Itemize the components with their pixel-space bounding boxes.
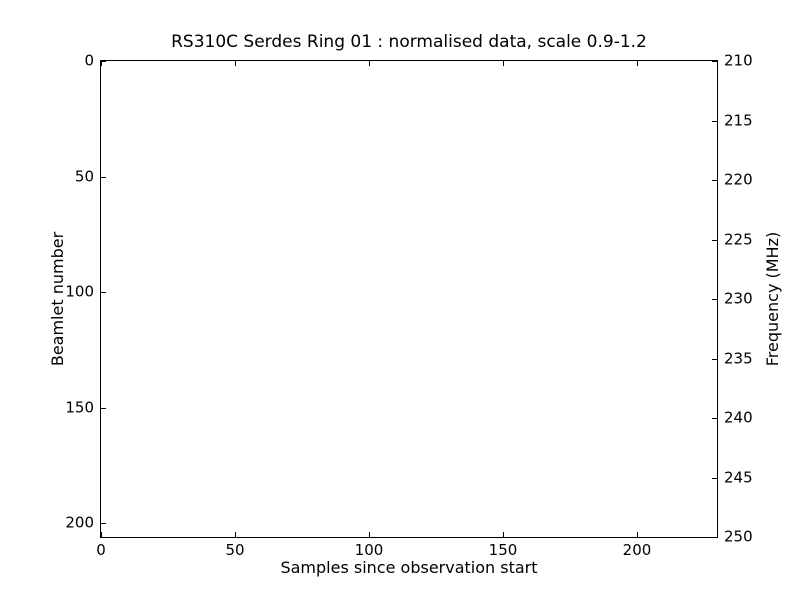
y-right-tick-mark [712,299,717,300]
y-left-tick-mark [101,408,106,409]
y-right-tick-label: 220 [724,170,753,189]
x-tick-mark-top [369,61,370,66]
x-tick-mark [503,532,504,537]
y-right-tick-mark [712,240,717,241]
y-left-tick-label: 0 [84,51,94,70]
y-right-tick-label: 210 [724,51,753,70]
y-right-tick-mark [712,359,717,360]
y-left-tick-mark [101,177,106,178]
y-left-tick-label: 100 [65,282,94,301]
y-axis-label-right: Frequency (MHz) [763,231,782,367]
y-left-tick-label: 50 [74,167,94,186]
y-right-tick-label: 250 [724,527,753,546]
plot-area [100,60,718,538]
x-tick-mark [369,532,370,537]
x-axis-label: Samples since observation start [280,558,538,577]
y-left-tick-mark [101,61,106,62]
x-tick-mark-top [235,61,236,66]
y-left-tick-label: 200 [65,513,94,532]
x-tick-mark-top [503,61,504,66]
x-tick-mark [235,532,236,537]
y-right-tick-label: 230 [724,289,753,308]
y-left-tick-label: 150 [65,398,94,417]
y-right-tick-mark [712,180,717,181]
y-right-tick-mark [712,418,717,419]
y-axis-label-left: Beamlet number [48,231,67,367]
y-right-tick-mark [712,61,717,62]
y-left-tick-mark [101,523,106,524]
x-tick-label: 100 [354,541,384,559]
y-left-tick-mark [101,292,106,293]
x-tick-label: 50 [225,541,245,559]
y-right-tick-mark [712,121,717,122]
x-tick-label: 0 [96,541,106,559]
x-tick-label: 200 [622,541,652,559]
x-tick-mark [101,532,102,537]
y-right-tick-mark [712,537,717,538]
x-tick-mark-top [101,61,102,66]
y-right-tick-label: 235 [724,349,753,368]
y-right-tick-mark [712,478,717,479]
chart-title: RS310C Serdes Ring 01 : normalised data,… [171,32,647,52]
y-right-tick-label: 245 [724,468,753,487]
x-tick-mark-top [637,61,638,66]
x-tick-mark [637,532,638,537]
y-right-tick-label: 215 [724,111,753,130]
y-right-tick-label: 240 [724,408,753,427]
x-tick-label: 150 [488,541,518,559]
y-right-tick-label: 225 [724,230,753,249]
